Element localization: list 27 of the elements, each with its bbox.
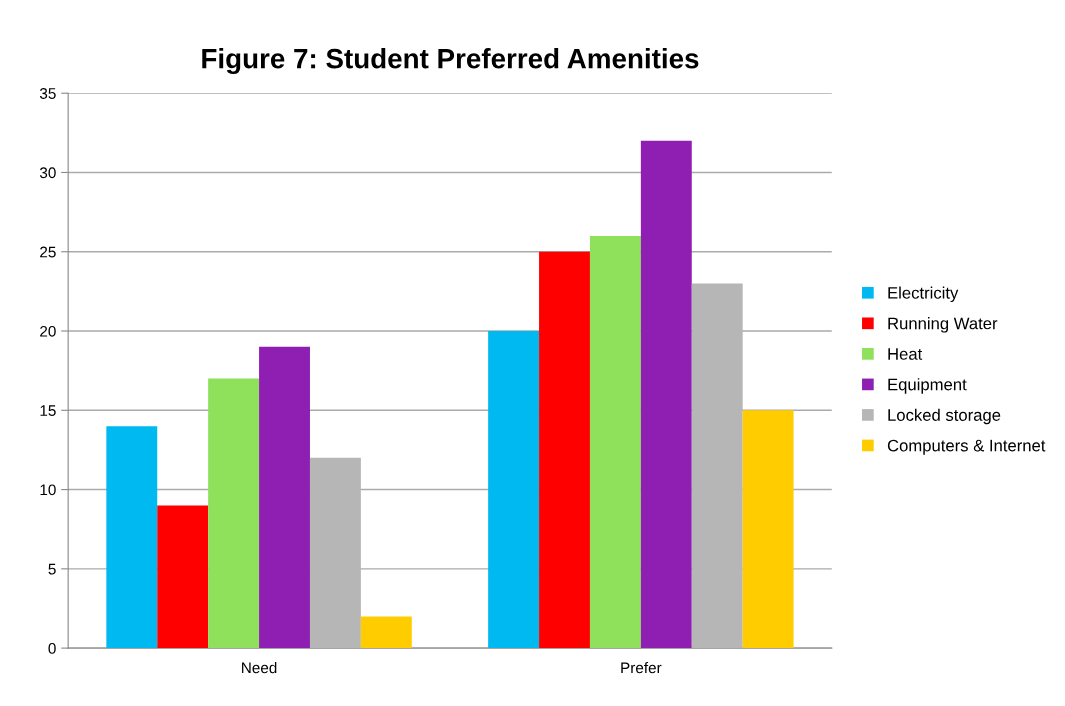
- y-tick-label: 35: [39, 88, 56, 99]
- y-tick-label: 0: [48, 642, 56, 654]
- bar: [106, 426, 158, 649]
- bar: [589, 235, 641, 649]
- y-tick-label: 15: [40, 405, 56, 416]
- legend-label: Running Water: [888, 317, 998, 333]
- bar: [259, 346, 310, 649]
- x-tick-label: Need: [242, 662, 277, 674]
- bar: [208, 378, 260, 649]
- x-tick-label: Prefer: [621, 662, 662, 674]
- y-tick-label: 30: [39, 167, 56, 179]
- bar: [539, 251, 590, 649]
- y-tick-label: 5: [48, 563, 56, 575]
- chart-title: Figure 7: Student Preferred Amenities: [202, 48, 699, 75]
- bar: [640, 140, 692, 649]
- y-tick-label: 10: [40, 484, 56, 496]
- legend-label: Equipment: [888, 378, 967, 394]
- bar: [488, 331, 540, 649]
- bar: [742, 410, 794, 649]
- legend-label: Computers & Internet: [887, 439, 1046, 455]
- legend-label: Locked storage: [888, 408, 1001, 425]
- bar: [157, 505, 209, 649]
- y-tick-label: 20: [40, 325, 56, 337]
- legend-label: Heat: [888, 348, 923, 360]
- bar: [360, 616, 412, 649]
- y-tick-label: 25: [40, 246, 56, 258]
- legend-label: Electricity: [888, 286, 959, 303]
